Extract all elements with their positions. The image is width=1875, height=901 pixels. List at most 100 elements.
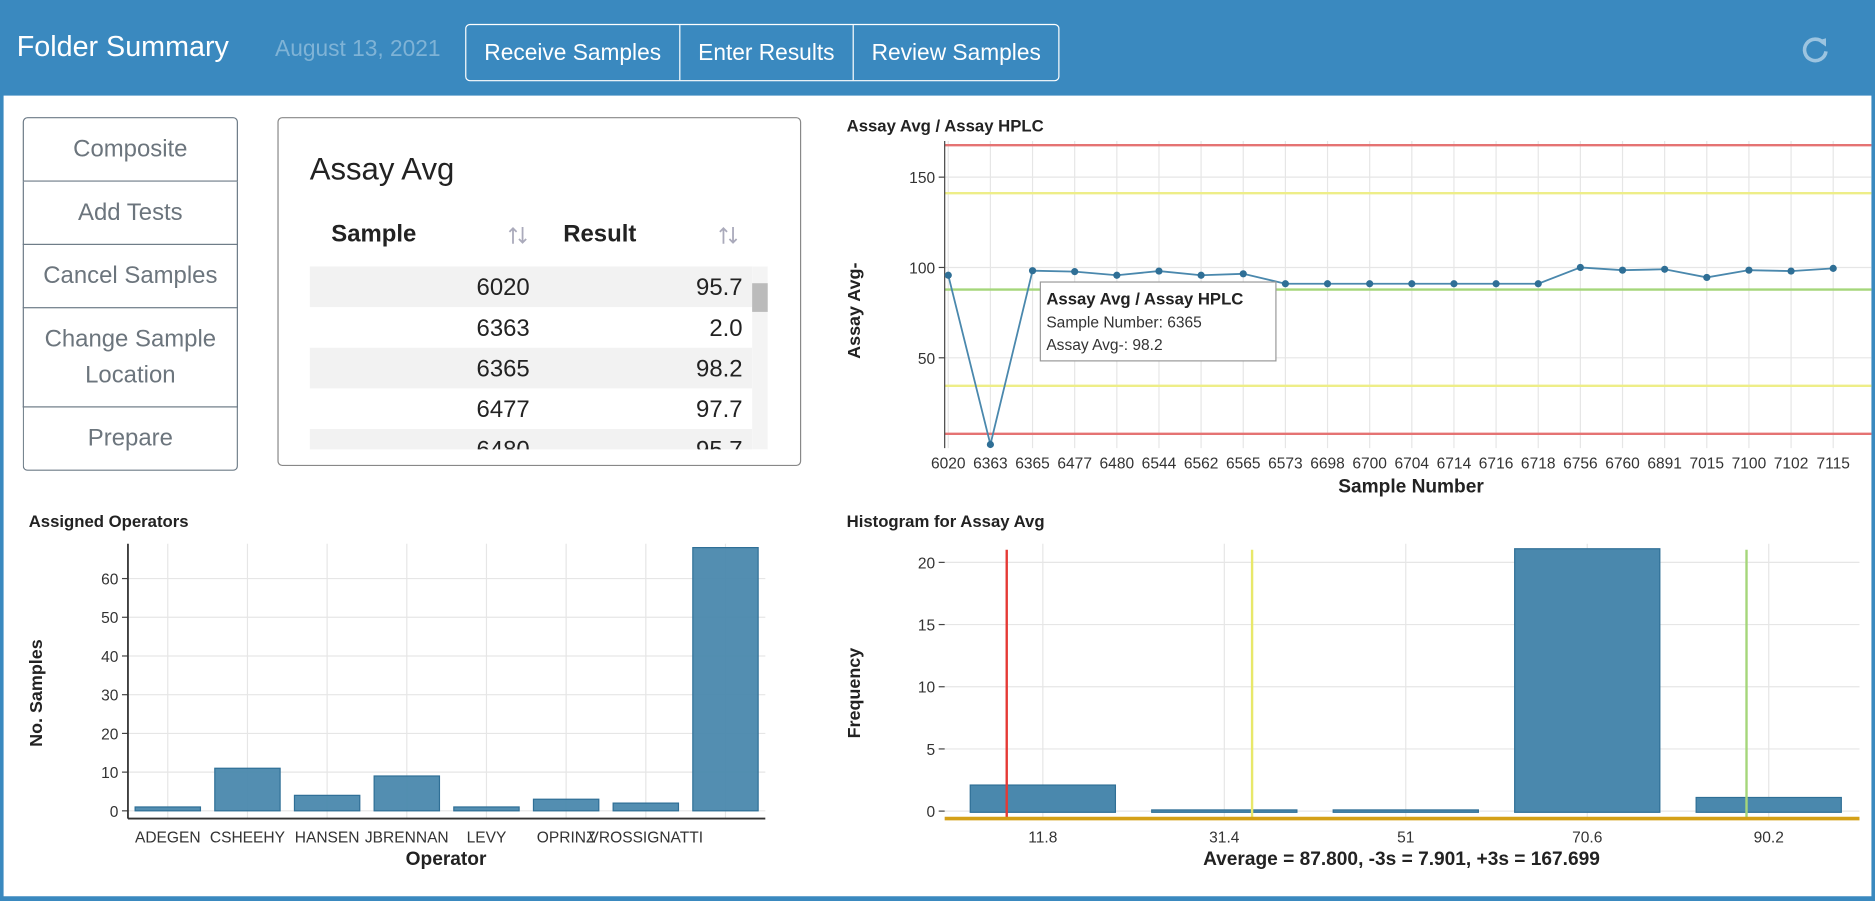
menu-button[interactable]: Add Tests (22, 181, 238, 245)
data-point (1745, 266, 1753, 274)
x-tick-label: 6716 (1479, 455, 1514, 472)
refresh-icon[interactable] (1800, 33, 1831, 64)
table-cell: 2.0 (709, 315, 743, 342)
sort-icon[interactable] (506, 223, 530, 247)
data-point (1408, 280, 1416, 288)
x-tick-label: 6363 (973, 455, 1008, 472)
x-tick-label: 6700 (1352, 455, 1387, 472)
menu-button[interactable]: Composite (22, 117, 238, 182)
data-point (1239, 270, 1247, 278)
data-point (1197, 271, 1205, 279)
y-tick-label: 60 (101, 572, 119, 589)
y-tick-label: 0 (926, 804, 935, 821)
x-tick-label: 6365 (1015, 455, 1050, 472)
data-point (1450, 280, 1458, 288)
x-tick-label: 7102 (1774, 455, 1809, 472)
header-buttons: Receive Samples Enter Results Review Sam… (465, 23, 1060, 82)
bar (293, 794, 361, 812)
table-cell: 6477 (476, 396, 530, 424)
x-tick-label: 6020 (931, 455, 966, 472)
data-point (1661, 265, 1669, 273)
data-point (1113, 271, 1121, 279)
data-point (1281, 280, 1289, 288)
data-point (1492, 280, 1500, 288)
x-tick-label: ADEGEN (135, 829, 201, 846)
histogram-bar (1695, 796, 1842, 813)
x-axis-label: Average = 87.800, -3s = 7.901, +3s = 167… (1203, 849, 1600, 870)
side-menu: Composite Add Tests Cancel Samples Chang… (22, 117, 238, 471)
column-header[interactable]: Result (563, 221, 637, 248)
table-row[interactable]: 6365 98.2 (309, 347, 753, 389)
x-tick-label: 7015 (1690, 455, 1725, 472)
header-button[interactable]: Review Samples (852, 25, 1058, 81)
data-point (1366, 280, 1374, 288)
table-row[interactable]: 6363 2.0 (310, 307, 752, 348)
bar (134, 806, 202, 812)
x-tick-label: 6698 (1310, 455, 1345, 472)
tooltip: Assay Avg / Assay HPLC Sample Number: 63… (1039, 281, 1277, 362)
y-tick-label: 40 (101, 649, 119, 666)
data-point (1155, 267, 1163, 275)
y-tick-label: 10 (918, 680, 936, 697)
x-tick-label: LEVY (467, 829, 507, 846)
header-title: Folder Summary (16, 31, 229, 64)
bar (373, 775, 441, 812)
histogram-bar (1151, 809, 1298, 813)
x-tick-label: 90.2 (1754, 829, 1784, 846)
x-tick-label: 6477 (1057, 455, 1092, 472)
data-point (1787, 267, 1795, 275)
header-button[interactable]: Enter Results (679, 25, 852, 81)
menu-button[interactable]: Prepare (22, 407, 238, 471)
table-cell: 6365 (476, 356, 530, 383)
table-title: Assay Avg (309, 150, 455, 187)
bar (532, 798, 600, 812)
x-tick-label: 7100 (1732, 455, 1767, 472)
sort-icon[interactable] (716, 223, 740, 247)
data-point (1534, 280, 1542, 288)
x-axis-label: Sample Number (1338, 476, 1484, 497)
header-button[interactable]: Receive Samples (484, 40, 662, 66)
menu-button[interactable]: Change Sample Location (22, 308, 238, 408)
y-tick-label: 20 (918, 555, 936, 572)
chart-title: Histogram for Assay Avg (847, 512, 1045, 531)
x-tick-label: 6544 (1142, 455, 1177, 472)
histogram-bar (969, 784, 1117, 813)
data-point (986, 440, 994, 449)
y-axis-label: Frequency (844, 648, 864, 739)
y-tick-label: 10 (101, 765, 119, 782)
y-tick-label: 5 (926, 742, 935, 759)
y-tick-label: 100 (909, 260, 935, 277)
table-cell: 97.7 (696, 396, 743, 424)
x-tick-label: 6480 (1100, 455, 1135, 472)
scrollbar[interactable] (752, 266, 768, 450)
y-tick-label: 50 (101, 610, 119, 627)
x-tick-label: JBRENNAN (365, 829, 449, 846)
bar (453, 806, 520, 812)
data-point (1703, 273, 1711, 281)
x-tick-label: 6718 (1521, 455, 1556, 472)
x-tick-label: 6562 (1184, 455, 1219, 472)
x-tick-label: 31.4 (1209, 829, 1240, 846)
table-row[interactable]: 6477 97.7 (310, 388, 752, 429)
menu-button[interactable]: Cancel Samples (22, 244, 238, 309)
x-tick-label: 70.6 (1572, 829, 1602, 846)
data-point (944, 271, 952, 279)
data-point (1323, 280, 1332, 288)
bar (612, 802, 680, 812)
y-axis-label: No. Samples (26, 639, 46, 747)
chart-title: Assay Avg / Assay HPLC (847, 116, 1044, 135)
x-tick-label: 6891 (1647, 455, 1682, 472)
x-axis-label: Operator (406, 849, 487, 870)
y-tick-label: 15 (918, 618, 935, 635)
x-tick-label: 51 (1397, 829, 1414, 846)
column-header[interactable]: Sample (331, 221, 417, 248)
x-tick-label: 6714 (1437, 455, 1472, 472)
table-cell: 6363 (476, 315, 530, 342)
table-row[interactable]: 6480 95.7 (309, 429, 753, 450)
data-point (1071, 268, 1079, 276)
table-row[interactable]: 6020 95.7 (309, 266, 753, 308)
table-cell: 95.7 (696, 274, 743, 302)
x-tick-label: VROSSIGNATTI (589, 829, 704, 846)
x-tick-label: 6704 (1395, 455, 1430, 472)
